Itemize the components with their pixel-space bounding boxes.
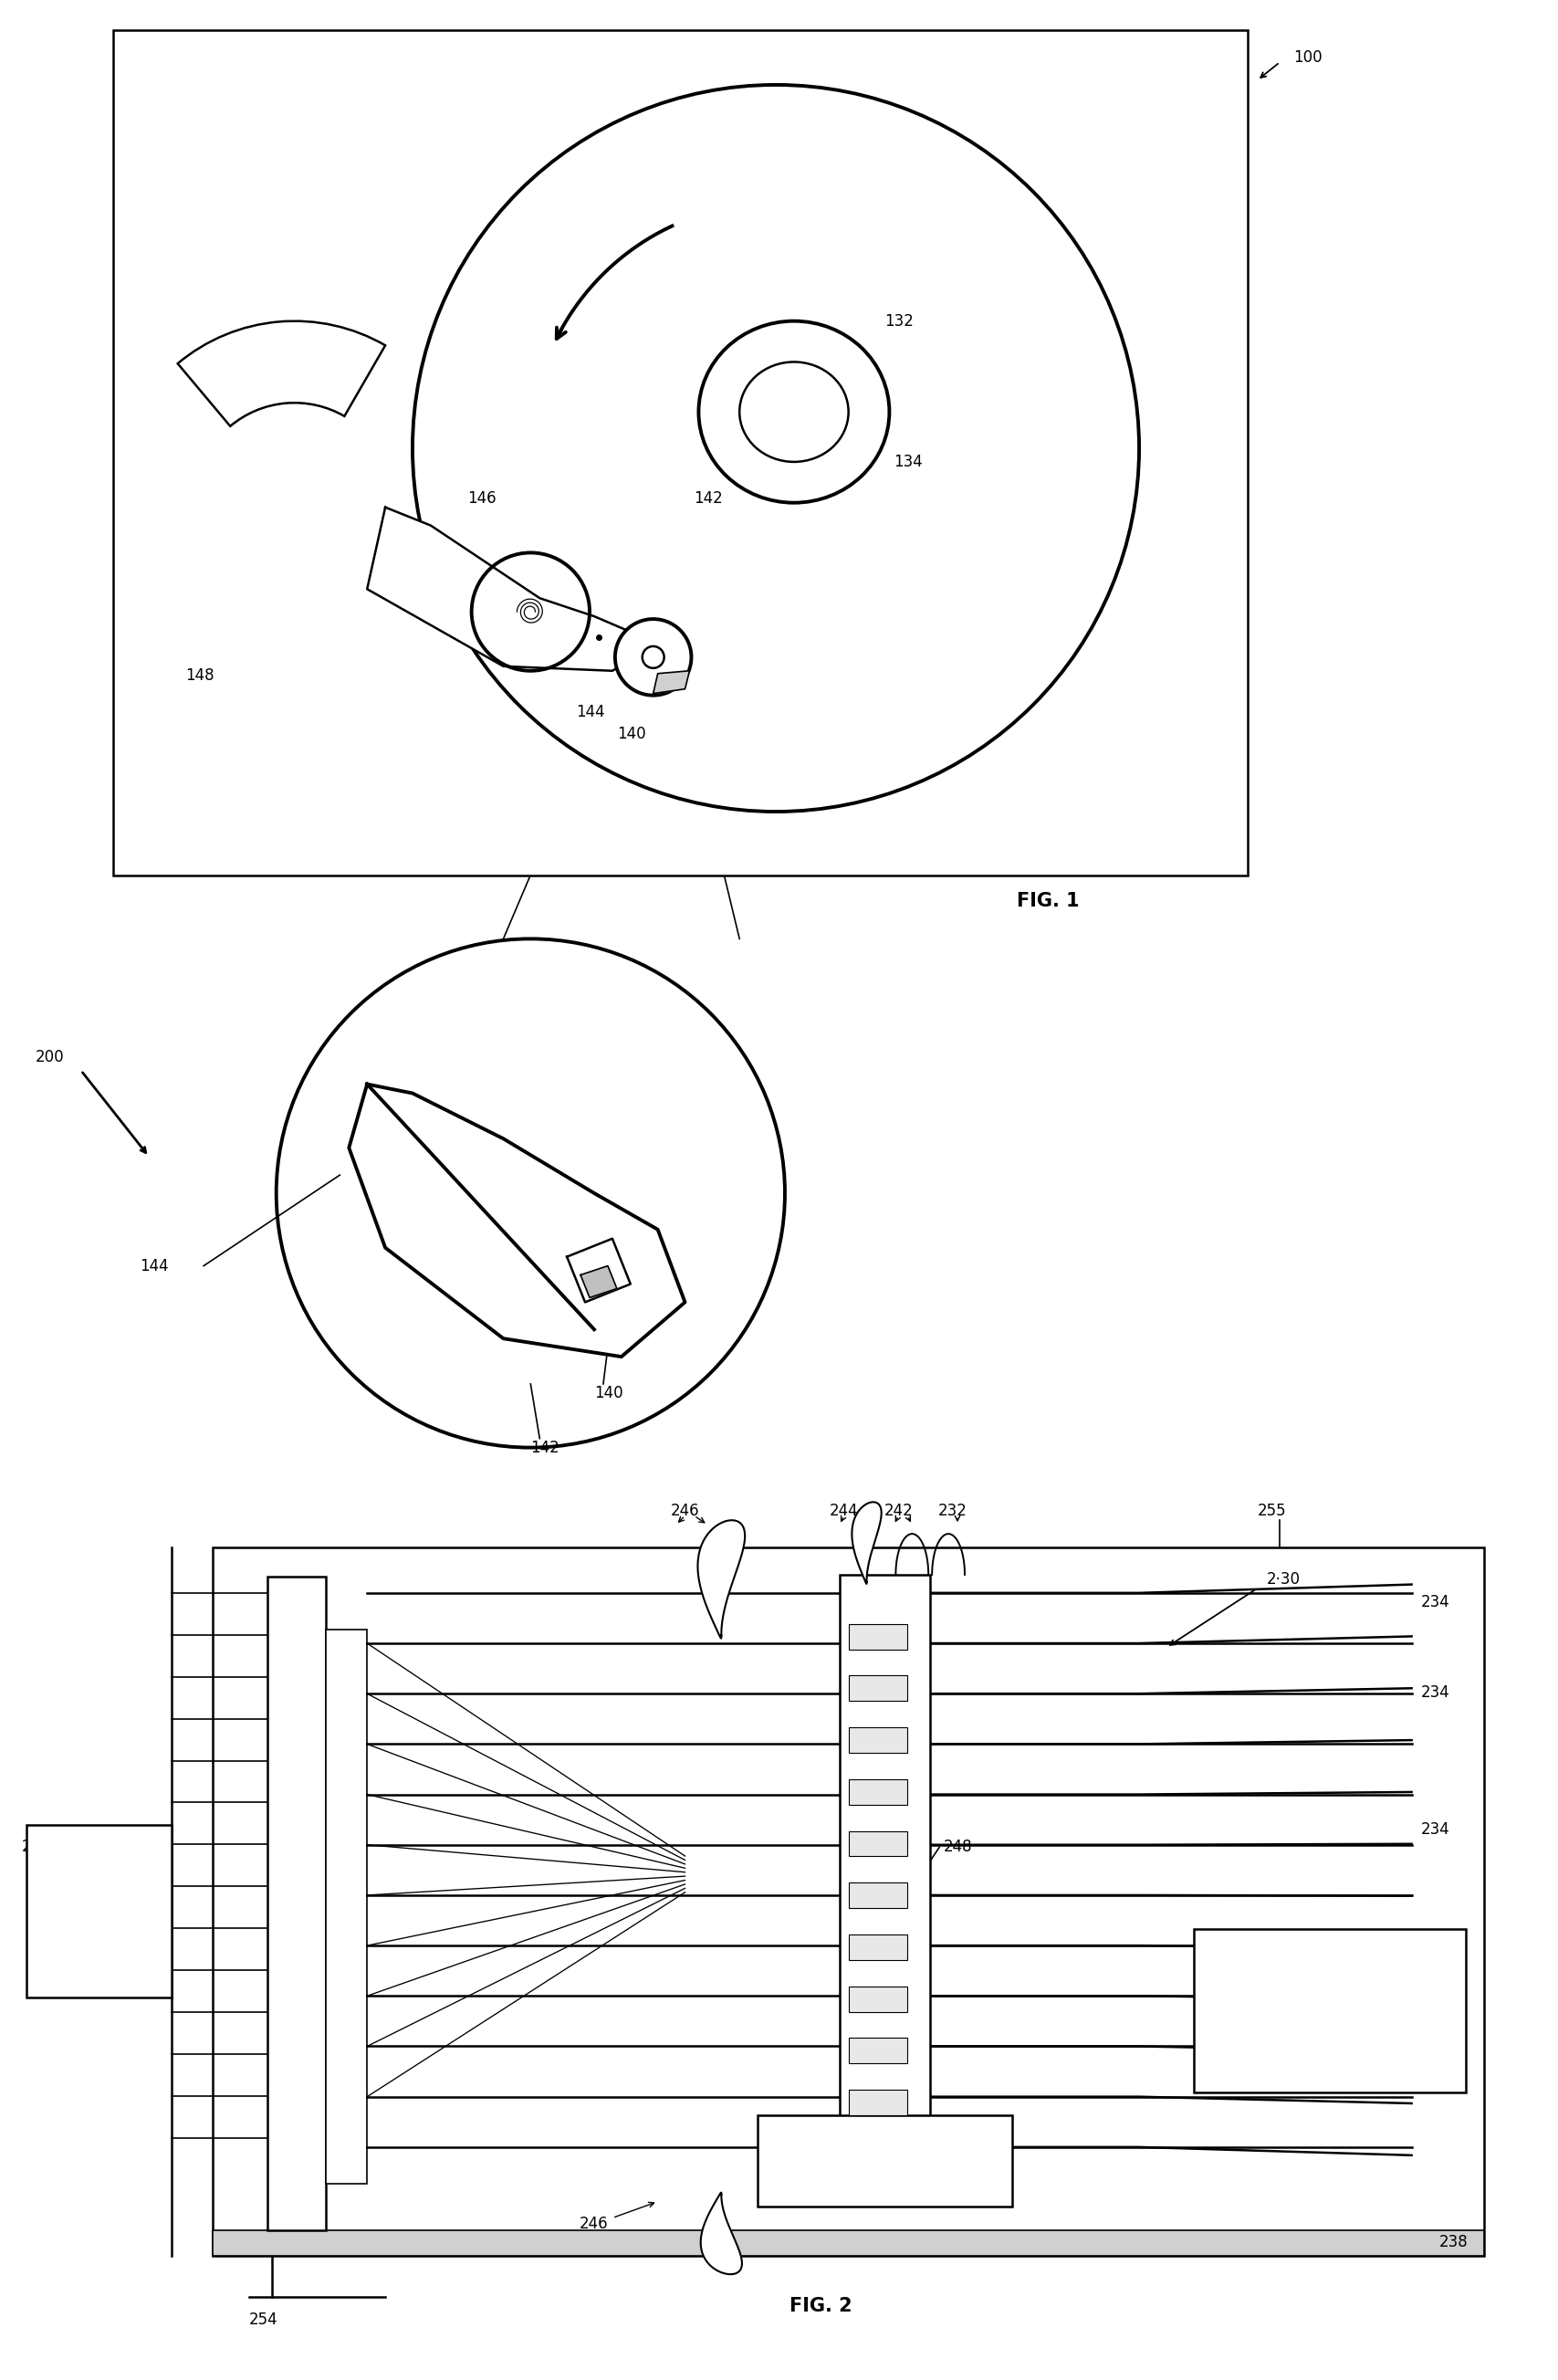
Bar	[112, 31, 1248, 876]
Text: 100: 100	[1293, 50, 1321, 67]
Polygon shape	[653, 671, 689, 693]
Circle shape	[615, 619, 690, 695]
Text: 250: 250	[22, 1840, 51, 1856]
Text: 254: 254	[249, 2311, 277, 2328]
Text: 255: 255	[1256, 1502, 1285, 1518]
Bar	[848, 1676, 907, 1702]
Text: 242: 242	[883, 1502, 913, 1518]
Text: 246: 246	[670, 1502, 700, 1518]
Bar	[848, 1623, 907, 1649]
Circle shape	[413, 86, 1139, 812]
Bar	[848, 1830, 907, 1856]
Text: FIG. 1: FIG. 1	[1016, 892, 1080, 909]
Bar	[848, 1935, 907, 1961]
Text: 248: 248	[943, 1840, 972, 1856]
Bar	[757, 2116, 1011, 2206]
Circle shape	[642, 647, 664, 669]
Text: 140: 140	[594, 1385, 623, 1402]
Text: 144: 144	[575, 704, 605, 719]
Text: MOTOR
CONTROLLER: MOTOR CONTROLLER	[1292, 2002, 1366, 2021]
Polygon shape	[851, 1502, 880, 1583]
Bar	[1193, 1930, 1465, 2092]
Circle shape	[471, 552, 589, 671]
Text: 244: 244	[829, 1502, 858, 1518]
Polygon shape	[700, 2192, 742, 2275]
Text: 246: 246	[580, 2216, 608, 2232]
Text: 200: 200	[36, 1050, 64, 1066]
Text: 140: 140	[617, 726, 645, 743]
Bar	[848, 2090, 907, 2116]
Circle shape	[276, 938, 784, 1447]
Text: 234: 234	[1419, 1821, 1449, 1837]
Text: 142: 142	[530, 1440, 559, 1457]
Wedge shape	[178, 321, 385, 426]
Bar	[848, 1728, 907, 1752]
Text: 232: 232	[938, 1502, 968, 1518]
Bar	[848, 1987, 907, 2011]
Polygon shape	[567, 1238, 629, 1302]
Text: PROCESSING
CIRCUITRY: PROCESSING CIRCUITRY	[62, 1902, 136, 1921]
Text: 238: 238	[1438, 2235, 1468, 2251]
Ellipse shape	[698, 321, 888, 502]
Text: 148: 148	[185, 666, 213, 683]
Text: 2·30: 2·30	[1265, 1571, 1299, 1587]
Bar	[266, 1576, 326, 2230]
Text: 146: 146	[467, 490, 495, 507]
Polygon shape	[580, 1266, 617, 1297]
Text: 234: 234	[1419, 1595, 1449, 1611]
Ellipse shape	[738, 362, 848, 462]
Text: FIG. 2: FIG. 2	[790, 2297, 852, 2316]
Bar	[212, 2230, 1483, 2256]
Bar	[326, 1630, 366, 2182]
Text: 144: 144	[140, 1257, 168, 1273]
Bar	[212, 1547, 1483, 2256]
Text: 132: 132	[885, 312, 913, 328]
Bar	[838, 1576, 930, 2137]
Text: 234: 234	[1419, 1930, 1449, 1947]
Text: 236: 236	[869, 2152, 899, 2168]
Bar	[848, 1780, 907, 1804]
Bar	[848, 2037, 907, 2063]
Text: 142: 142	[693, 490, 723, 507]
Polygon shape	[698, 1521, 745, 1637]
Text: 134: 134	[893, 455, 922, 471]
Text: 234: 234	[1419, 1685, 1449, 1702]
Bar	[848, 1883, 907, 1909]
Polygon shape	[366, 507, 657, 671]
Bar	[26, 1825, 171, 1997]
Polygon shape	[349, 1085, 684, 1357]
